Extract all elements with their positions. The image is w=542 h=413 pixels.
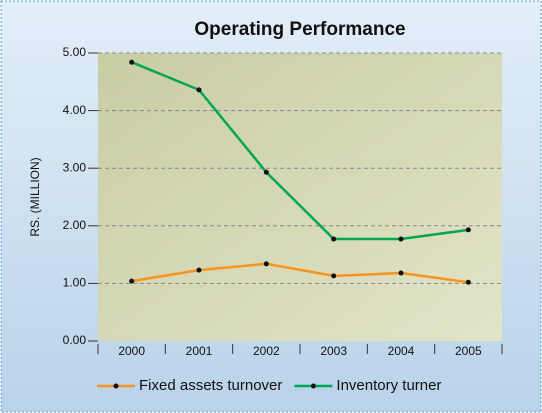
x-tick-label: 2002	[253, 344, 280, 358]
y-tick-label: 0.00	[63, 333, 87, 347]
data-point	[263, 261, 269, 267]
data-point	[263, 169, 269, 175]
data-point	[129, 278, 135, 284]
x-tick-label: 2005	[455, 344, 482, 358]
y-tick-label: 5.00	[63, 45, 87, 59]
y-tick-label: 1.00	[63, 276, 87, 290]
series-line	[131, 262, 469, 284]
y-tick-label: 2.00	[63, 218, 87, 232]
data-point	[398, 270, 404, 276]
data-point	[331, 273, 337, 279]
series-line	[131, 61, 469, 241]
legend-label: Inventory turner	[336, 377, 441, 394]
legend-dot	[113, 383, 119, 389]
x-tick-label: 2001	[186, 344, 213, 358]
x-tick-label: 2000	[118, 344, 145, 358]
x-tick-label: 2004	[388, 344, 415, 358]
y-axis-label: RS. (MILLION)	[28, 157, 42, 236]
legend-label: Fixed assets turnover	[139, 377, 282, 394]
x-tick-label: 2003	[320, 344, 347, 358]
y-tick-label: 3.00	[63, 160, 87, 174]
chart-title: Operating Performance	[194, 19, 405, 40]
legend-dot	[310, 383, 316, 389]
y-tick-label: 4.00	[63, 103, 87, 117]
data-point	[331, 236, 337, 242]
plot-area	[98, 53, 502, 341]
data-point	[465, 279, 471, 285]
data-point	[465, 227, 471, 233]
data-point	[398, 236, 404, 242]
data-point	[196, 267, 202, 273]
data-point	[129, 59, 135, 65]
data-point	[196, 87, 202, 93]
